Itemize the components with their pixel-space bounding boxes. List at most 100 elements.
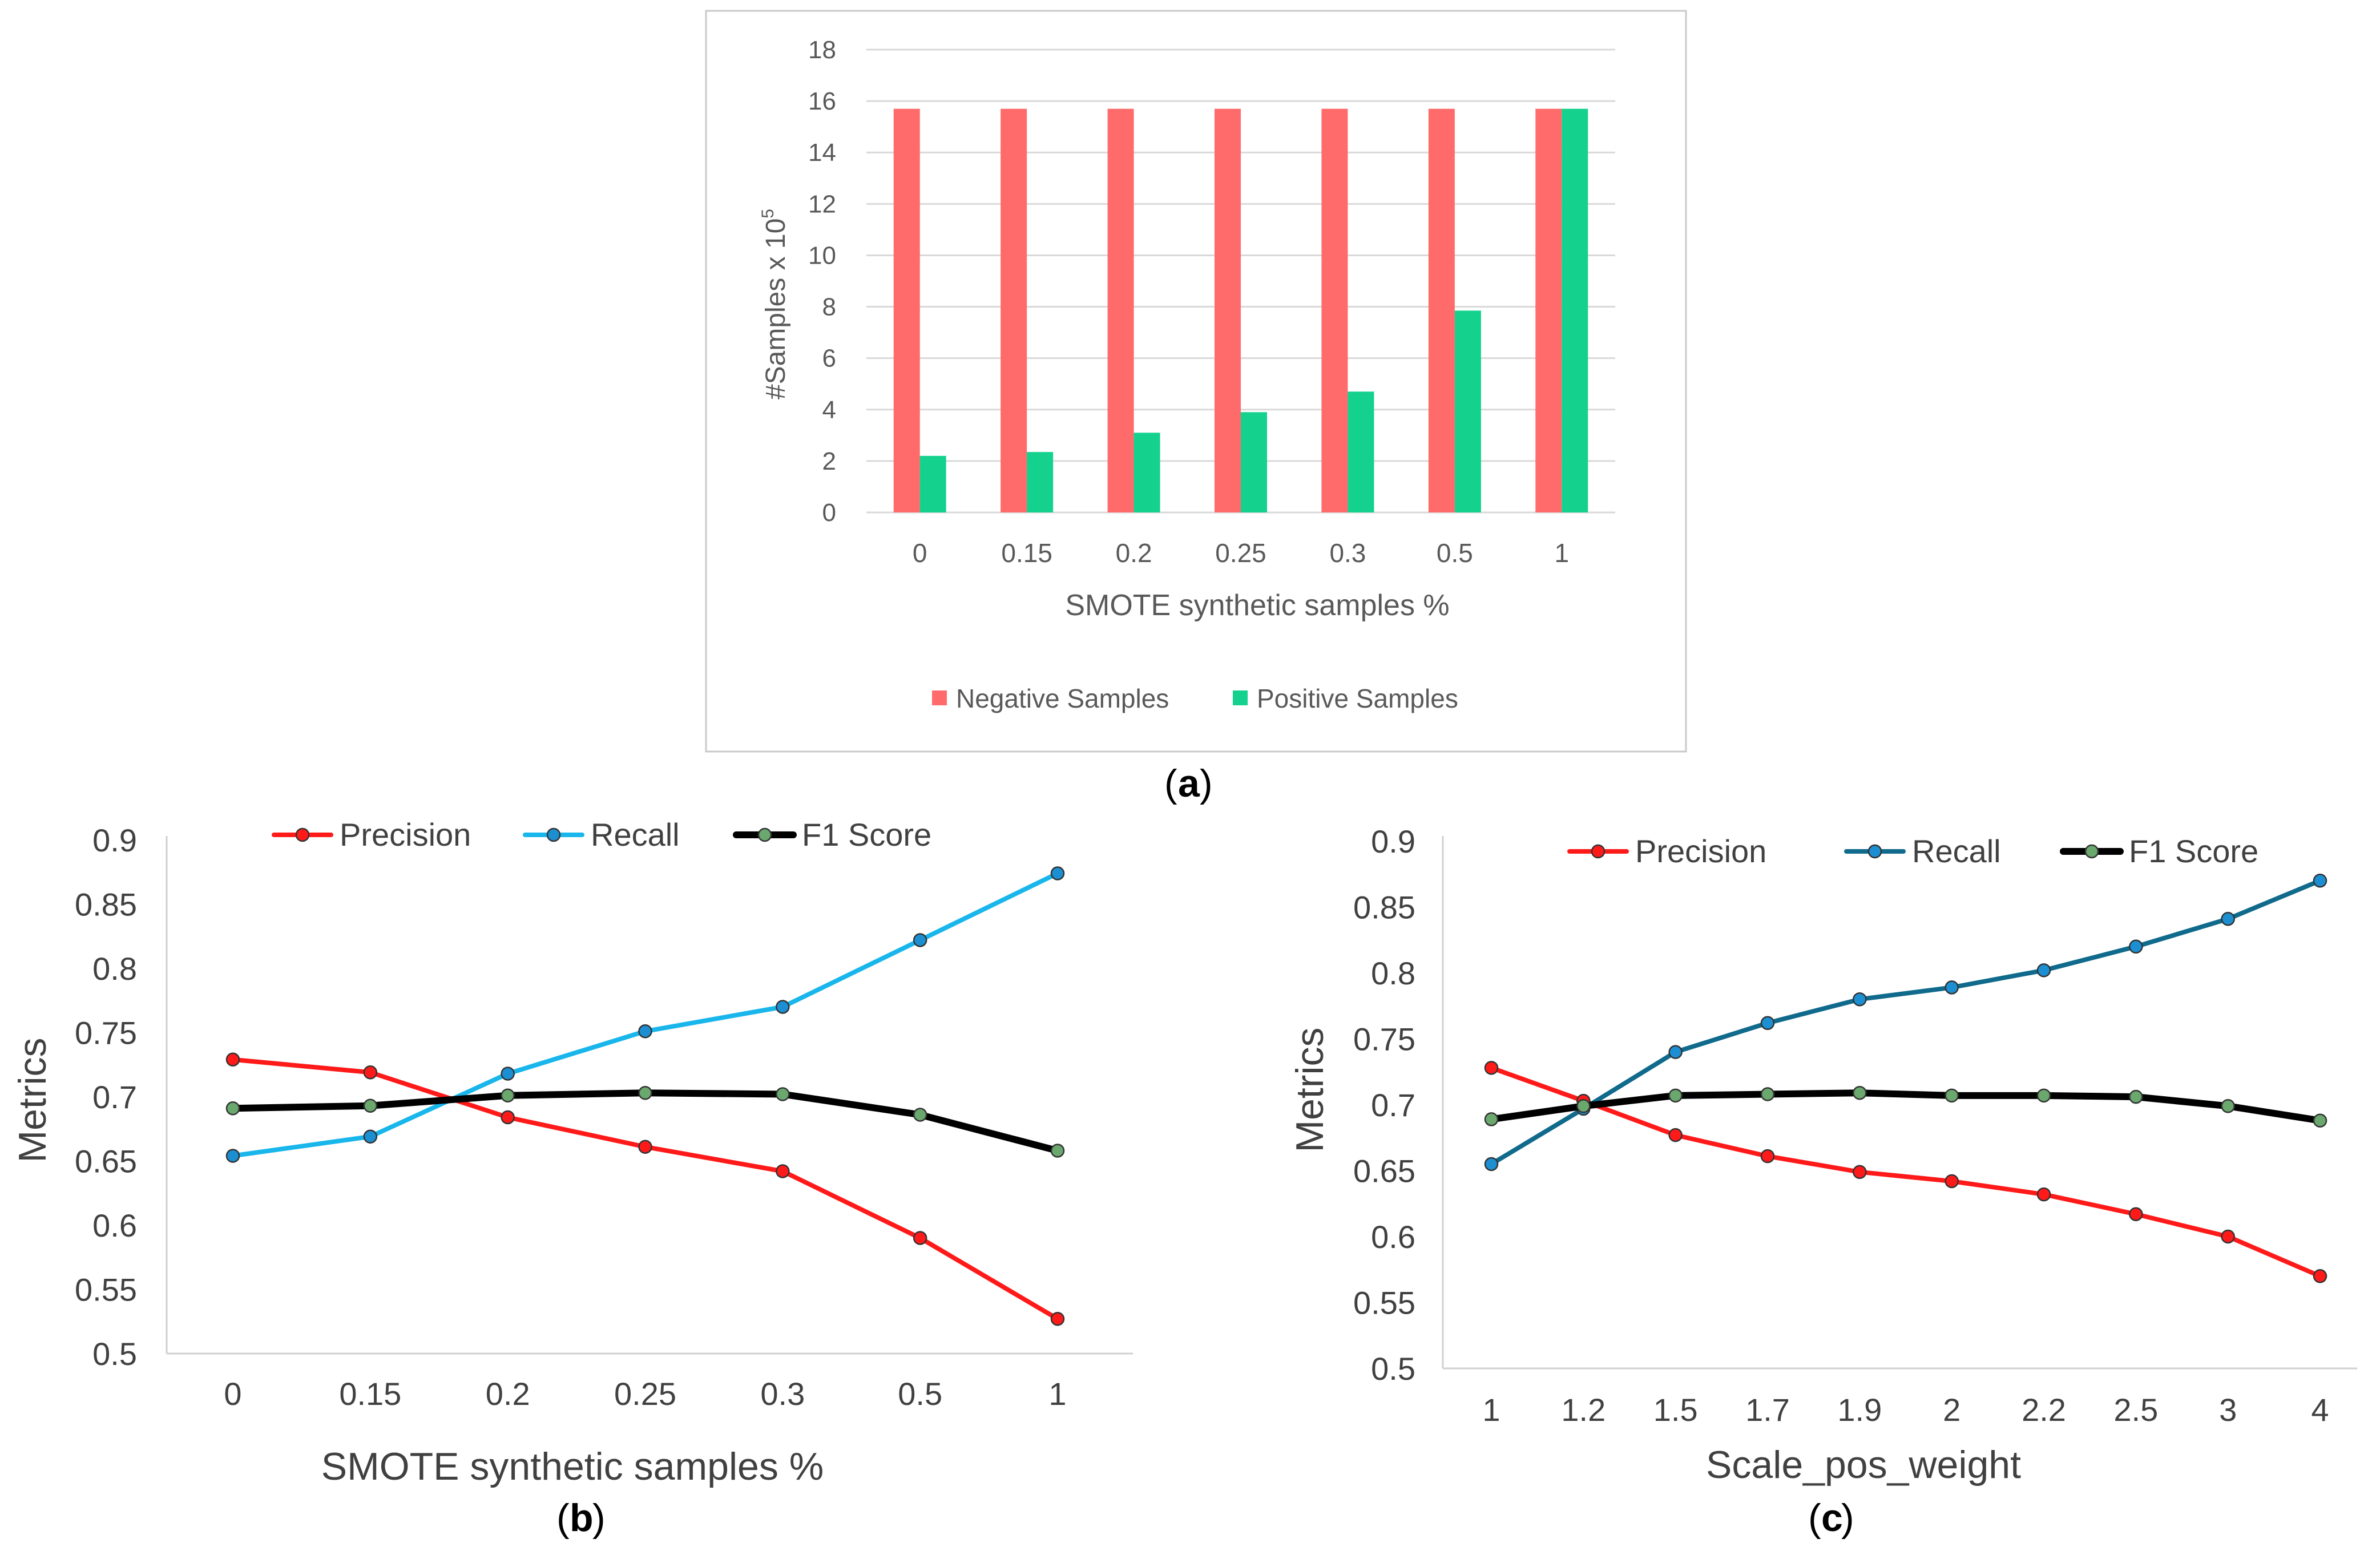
- caption-label-c: c: [1821, 1496, 1843, 1540]
- panel-c-recall-point: [2313, 874, 2327, 888]
- panel-c-recall-point: [1760, 1016, 1775, 1031]
- panel-c-x-axis-label: Scale_pos_weight: [1706, 1443, 2021, 1487]
- panel-b-x-axis-label: SMOTE synthetic samples %: [321, 1445, 824, 1488]
- panel-c-precision-point: [2221, 1229, 2235, 1244]
- caption-label-a: a: [1178, 762, 1200, 805]
- legend-label-negative: Negative Samples: [956, 684, 1169, 713]
- panel-a-y-tick-label: 18: [808, 36, 836, 64]
- panel-c-legend: Precision Recall F1 Score: [1567, 833, 2258, 869]
- panel-a-y-tick-label: 12: [808, 190, 836, 218]
- panel-a-bar-negative-samples-0-3: [1321, 108, 1348, 512]
- panel-b-recall-point: [363, 1129, 378, 1144]
- panel-c-precision-point: [2313, 1269, 2327, 1283]
- panel-b-y-tick-label: 0.65: [75, 1144, 137, 1180]
- panel-c-y-axis-label: Metrics: [1288, 1027, 1332, 1152]
- panel-c-recall-point: [2036, 963, 2051, 978]
- panel-c-y-tick-label: 0.9: [1371, 823, 1415, 859]
- panel-a-bar-positive-samples-0: [919, 455, 946, 512]
- panel-a-y-tick-labels: 0 2 4 6 8 10 12 14 16 18: [808, 36, 836, 527]
- panel-c-recall-point: [1668, 1045, 1683, 1059]
- panel-c-precision-point: [1853, 1165, 1867, 1180]
- panel-b-x-tick-label: 0.25: [614, 1376, 676, 1412]
- panel-a-legend: Negative Samples Positive Samples: [932, 684, 1458, 713]
- panel-b-recall-point: [776, 1000, 790, 1014]
- panel-b-y-tick-label: 0.85: [75, 887, 137, 923]
- legend-marker-c-f1-score: [2084, 844, 2099, 859]
- panel-c-precision-point: [2129, 1207, 2143, 1221]
- panel-a-y-tick-label: 6: [822, 345, 836, 373]
- legend-marker-c-recall: [1867, 844, 1882, 859]
- panel-a-y-axis-label-base: #Samples x 10: [761, 219, 791, 400]
- panel-a-bar-positive-samples-0-15: [1027, 452, 1054, 512]
- legend-label-b-recall: Recall: [591, 817, 680, 853]
- caption-close-paren-c: ): [1841, 1496, 1854, 1540]
- panel-a-bar-negative-samples-0-15: [1001, 108, 1027, 512]
- legend-label-c-precision: Precision: [1635, 833, 1766, 869]
- panel-c-f1-score-point: [1576, 1099, 1591, 1113]
- panel-b-recall-point: [501, 1067, 515, 1081]
- panel-b-x-tick-labels: 0 0.15 0.2 0.25 0.3 0.5 1: [224, 1376, 1066, 1412]
- panel-c-recall-point: [1484, 1157, 1499, 1172]
- panel-a-bar-positive-samples-0-5: [1454, 310, 1481, 512]
- panel-c-x-tick-label: 3: [2219, 1392, 2237, 1428]
- panel-c-f1-score-line: [1488, 1089, 2323, 1124]
- panel-c-precision-point: [1484, 1061, 1499, 1075]
- panel-a-y-tick-label: 0: [822, 499, 836, 527]
- panel-c-f1-score-point: [1945, 1088, 1959, 1103]
- panel-c-recall-point: [2129, 939, 2143, 954]
- panel-a-x-tick-label: 1: [1554, 538, 1569, 568]
- panel-a-x-tick-label: 0.5: [1437, 538, 1473, 568]
- panel-c-y-tick-label: 0.6: [1371, 1219, 1415, 1255]
- legend-marker-b-f1-score: [757, 827, 772, 842]
- panel-c-f1-score-point: [2313, 1113, 2327, 1128]
- caption-close-paren-b: ): [592, 1496, 606, 1540]
- panel-c-caption: ( c ): [1808, 1496, 1854, 1540]
- panel-a-x-tick-labels: 0 0.15 0.2 0.25 0.3 0.5 1: [913, 538, 1569, 568]
- panel-c-recall-point: [1945, 980, 1959, 995]
- legend-swatch-negative: [932, 690, 947, 705]
- panel-a-gridlines: [866, 49, 1615, 514]
- panel-a-y-tick-label: 16: [808, 87, 836, 115]
- panel-b-y-axis-label: Metrics: [11, 1037, 54, 1162]
- panel-b-x-tick-label: 0.3: [760, 1376, 805, 1412]
- caption-label-b: b: [570, 1496, 594, 1540]
- panel-b-y-tick-labels: 0.5 0.55 0.6 0.65 0.7 0.75 0.8 0.85 0.9: [75, 822, 137, 1372]
- legend-label-positive: Positive Samples: [1257, 684, 1458, 713]
- panel-b-x-tick-label: 0.5: [898, 1376, 942, 1412]
- panel-b-y-tick-label: 0.8: [92, 951, 137, 987]
- panel-c-y-tick-label: 0.75: [1353, 1021, 1415, 1057]
- caption-open-paren-a: (: [1164, 762, 1177, 805]
- panel-b-precision-point: [225, 1052, 240, 1067]
- panel-a-x-tick-label: 0.15: [1001, 538, 1052, 568]
- panel-a-bar-negative-samples-0-5: [1428, 108, 1455, 512]
- panel-b-x-tick-label: 0.2: [486, 1376, 530, 1412]
- panel-b-recall-point: [638, 1024, 652, 1039]
- panel-c-precision-point: [1668, 1128, 1683, 1142]
- panel-c-x-tick-label: 2.2: [2022, 1392, 2066, 1428]
- panel-c-y-tick-label: 0.65: [1353, 1153, 1415, 1189]
- panel-a-bar-positive-samples-0-2: [1133, 433, 1160, 512]
- panel-c-x-tick-labels: 1 1.2 1.5 1.7 1.9 2 2.2 2.5 3 4: [1482, 1392, 2329, 1428]
- panel-c-y-tick-label: 0.85: [1353, 890, 1415, 926]
- panel-b-caption: ( b ): [556, 1496, 606, 1540]
- panel-c-f1-score-point: [1853, 1085, 1867, 1100]
- panel-a-bar-negative-samples-0: [893, 108, 920, 512]
- panel-a-y-tick-label: 8: [822, 293, 836, 321]
- panel-c-precision-point: [1945, 1174, 1959, 1189]
- panel-b-recall-point: [913, 933, 927, 947]
- panel-c-f1-score-point: [2129, 1089, 2143, 1104]
- panel-b-x-tick-label: 1: [1048, 1376, 1066, 1412]
- panel-c-y-tick-label: 0.5: [1371, 1351, 1415, 1387]
- panel-a-bar-positive-samples-1: [1562, 108, 1588, 512]
- panel-c-x-tick-label: 4: [2311, 1392, 2329, 1428]
- panel-b-precision-point: [776, 1164, 790, 1178]
- panel-a-frame: [705, 10, 1687, 753]
- panel-b-f1-score-point: [501, 1088, 515, 1102]
- panel-b-axes: [166, 836, 1133, 1355]
- panel-a-x-tick-label: 0.25: [1215, 538, 1266, 568]
- legend-swatch-positive: [1233, 690, 1248, 705]
- panel-a-y-tick-label: 2: [822, 447, 836, 475]
- panel-c-x-tick-label: 2: [1943, 1392, 1961, 1428]
- panel-b-f1-score-point: [776, 1087, 790, 1101]
- panel-c-precision-point: [2036, 1187, 2051, 1202]
